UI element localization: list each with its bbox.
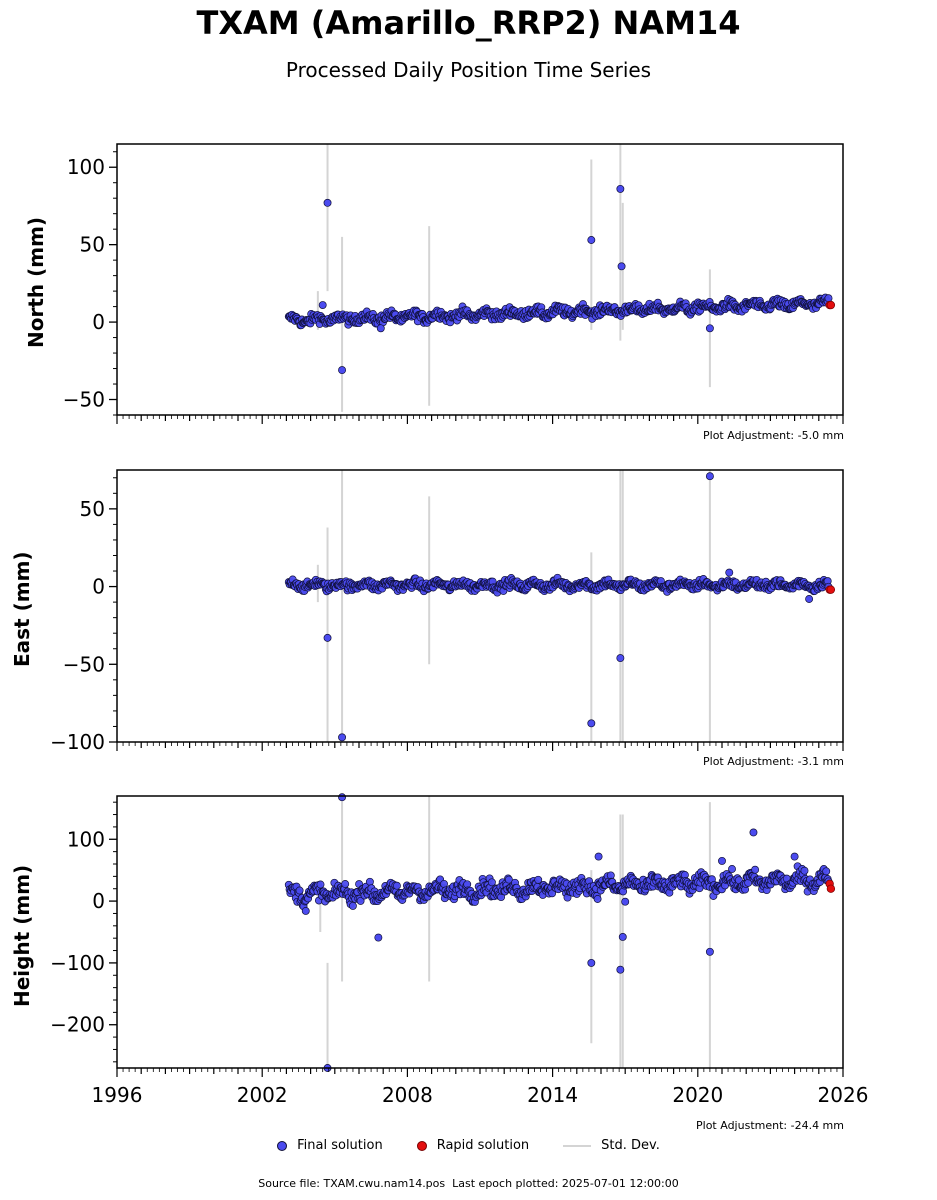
final-solution-point [594, 852, 603, 861]
final-solution-point [338, 733, 347, 742]
y-tick-label: 0 [92, 310, 105, 334]
chart-title: TXAM (Amarillo_RRP2) NAM14 [196, 4, 741, 42]
final-solution-point [316, 880, 325, 889]
x-tick-label: 2002 [237, 1083, 288, 1107]
final-solution-point [805, 595, 814, 603]
legend-final-label: Final solution [297, 1138, 383, 1153]
final-solution-point [348, 901, 357, 910]
legend-rapid: Rapid solution [416, 1138, 530, 1153]
final-solution-point [725, 568, 734, 577]
final-solution-point [616, 654, 625, 663]
final-solution-point [487, 878, 496, 887]
legend: Final solution Rapid solution Std. Dev. [0, 1138, 937, 1153]
plot-frame [116, 795, 844, 1069]
y-tick-label: 50 [80, 233, 105, 257]
final-solution-point [374, 933, 383, 942]
rapid-solution-point [826, 300, 836, 310]
final-solution-point [593, 895, 602, 903]
final-solution-point [587, 236, 596, 244]
final-solution-point [587, 958, 596, 967]
y-tick-label: 100 [67, 827, 105, 851]
final-solution-point [705, 324, 714, 333]
footer: Source file: TXAM.cwu.nam14.pos Last epo… [0, 1177, 937, 1190]
y-tick-label: −100 [50, 951, 105, 975]
final-solution-point [824, 294, 833, 303]
final-solution-point [705, 472, 714, 481]
final-solution-point [790, 852, 799, 861]
final-solution-point [301, 907, 310, 915]
final-solution-point [392, 881, 401, 890]
final-solution-point [616, 184, 625, 193]
final-solution-point [587, 719, 596, 728]
rapid-solution-point [826, 585, 836, 594]
final-solution-point [323, 633, 332, 642]
north-plot-adjustment: Plot Adjustment: -5.0 mm [703, 429, 844, 442]
y-tick-label: −50 [63, 652, 105, 676]
east-axis-label: East (mm) [10, 551, 34, 667]
final-solution-point [728, 865, 736, 873]
rapid-marker-icon [416, 1140, 427, 1151]
legend-rapid-label: Rapid solution [436, 1138, 530, 1153]
final-solution-point [341, 880, 350, 888]
final-solution-point [318, 301, 327, 310]
legend-std-label: Std. Dev. [601, 1138, 660, 1153]
final-solution-point [749, 828, 758, 837]
final-solution-point [534, 875, 543, 884]
legend-final: Final solution [277, 1138, 383, 1153]
north-axis-label: North (mm) [24, 216, 48, 348]
final-solution-point [800, 866, 809, 875]
chart-subtitle: Processed Daily Position Time Series [285, 58, 652, 82]
source-prefix: Source file: [258, 1177, 324, 1190]
east-plot-adjustment: Plot Adjustment: -3.1 mm [703, 755, 844, 768]
final-solution-point [621, 897, 630, 906]
final-solution-point [705, 947, 714, 956]
final-solution-point [338, 793, 347, 802]
final-solution-point [365, 877, 374, 886]
final-solution-point [616, 965, 625, 974]
rapid-solution-point [826, 884, 836, 893]
y-tick-label: −200 [50, 1013, 105, 1037]
last-epoch-prefix: Last epoch plotted: [452, 1177, 562, 1190]
final-solution-point [323, 198, 332, 207]
height-plot-adjustment: Plot Adjustment: -24.4 mm [696, 1119, 844, 1132]
final-solution-point [822, 867, 831, 876]
y-tick-label: 0 [92, 889, 105, 913]
plot-frame [116, 469, 844, 743]
final-solution-point [356, 896, 365, 905]
x-tick-label: 2008 [382, 1083, 433, 1107]
final-solution-point [618, 932, 627, 941]
height-axis-label: Height (mm) [10, 864, 34, 1007]
final-solution-point [504, 875, 513, 884]
final-solution-point [295, 886, 304, 895]
legend-std: Std. Dev. [563, 1138, 660, 1153]
y-tick-label: 50 [80, 497, 105, 521]
plot-frame [116, 143, 844, 416]
y-tick-label: −100 [50, 730, 105, 754]
x-tick-label: 1996 [92, 1083, 143, 1107]
final-solution-point [376, 324, 385, 333]
final-solution-point [751, 865, 760, 874]
last-epoch: 2025-07-01 12:00:00 [561, 1177, 679, 1190]
y-tick-label: 0 [92, 575, 105, 599]
x-tick-label: 2026 [818, 1083, 869, 1107]
x-tick-label: 2020 [672, 1083, 723, 1107]
final-solution-point [617, 262, 626, 271]
x-tick-label: 2014 [527, 1083, 578, 1107]
final-solution-point [440, 879, 448, 888]
std-line-icon [563, 1144, 592, 1147]
final-solution-point [718, 856, 726, 865]
source-file: TXAM.cwu.nam14.pos [323, 1177, 446, 1190]
y-tick-label: −50 [63, 388, 105, 412]
final-solution-point [338, 366, 347, 375]
y-tick-label: 100 [67, 155, 105, 179]
final-marker-icon [277, 1140, 288, 1151]
